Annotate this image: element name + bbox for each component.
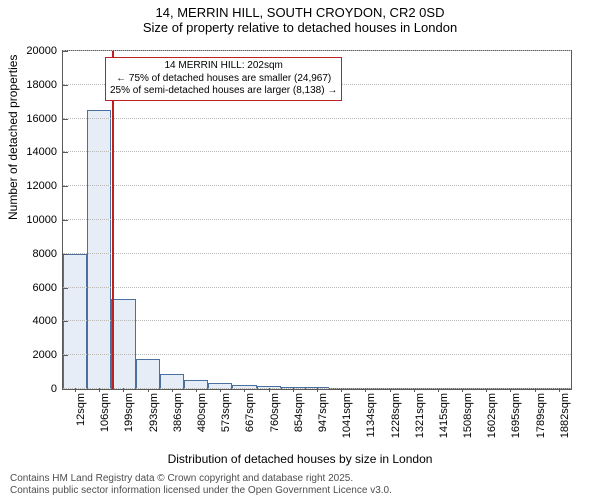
x-tick: 480sqm: [184, 389, 208, 459]
y-axis-label: Number of detached properties: [6, 55, 20, 220]
x-tick: 854sqm: [281, 389, 305, 459]
x-tick-label: 947sqm: [317, 393, 329, 432]
x-tick: 947sqm: [305, 389, 329, 459]
x-tick: 293sqm: [136, 389, 160, 459]
title-line1: 14, MERRIN HILL, SOUTH CROYDON, CR2 0SD: [0, 6, 600, 21]
title-line2: Size of property relative to detached ho…: [0, 21, 600, 36]
gridline: [63, 118, 571, 119]
histogram-bar: [160, 374, 184, 389]
x-tick: 1228sqm: [377, 389, 401, 459]
x-tick-label: 106sqm: [99, 393, 111, 432]
attribution-line1: Contains HM Land Registry data © Crown c…: [10, 473, 392, 485]
x-tick: 1321sqm: [402, 389, 426, 459]
attribution: Contains HM Land Registry data © Crown c…: [10, 473, 392, 497]
chart-title: 14, MERRIN HILL, SOUTH CROYDON, CR2 0SD …: [0, 0, 600, 36]
x-tick: 1695sqm: [498, 389, 522, 459]
x-tick-label: 760sqm: [269, 393, 281, 432]
x-tick-label: 1695sqm: [510, 393, 522, 438]
x-tick: 1602sqm: [474, 389, 498, 459]
x-tick-label: 1508sqm: [462, 393, 474, 438]
y-tick-label: 12000: [26, 180, 63, 192]
x-tick: 573sqm: [208, 389, 232, 459]
x-tick: 386sqm: [160, 389, 184, 459]
x-ticks-container: 12sqm 106sqm 199sqm 293sqm 386sqm 480sqm 573sq…: [63, 389, 571, 459]
x-tick-label: 480sqm: [196, 393, 208, 432]
x-tick-label: 1789sqm: [535, 393, 547, 438]
x-axis-label: Distribution of detached houses by size …: [0, 452, 600, 466]
gridline: [63, 354, 571, 355]
x-tick-label: 667sqm: [244, 393, 256, 432]
y-tick-label: 18000: [26, 79, 63, 91]
callout-line: 14 MERRIN HILL: 202sqm: [110, 60, 337, 73]
gridline: [63, 287, 571, 288]
marker-callout: 14 MERRIN HILL: 202sqm← 75% of detached …: [105, 57, 342, 101]
y-tick-label: 8000: [33, 248, 63, 260]
marker-line: [112, 51, 114, 389]
attribution-line2: Contains public sector information licen…: [10, 485, 392, 497]
x-tick: 1415sqm: [426, 389, 450, 459]
gridline: [63, 219, 571, 220]
x-tick: 760sqm: [257, 389, 281, 459]
y-tick-label: 20000: [26, 45, 63, 57]
histogram-bar: [111, 299, 135, 389]
y-tick-label: 16000: [26, 113, 63, 125]
callout-line: ← 75% of detached houses are smaller (24…: [110, 73, 337, 86]
x-tick-label: 12sqm: [75, 393, 87, 426]
gridline: [63, 253, 571, 254]
y-tick-label: 4000: [33, 315, 63, 327]
x-tick-label: 573sqm: [220, 393, 232, 432]
gridline: [63, 185, 571, 186]
x-tick-label: 1134sqm: [365, 393, 377, 437]
x-tick-label: 1602sqm: [486, 393, 498, 438]
x-tick: 1882sqm: [547, 389, 571, 459]
x-tick-label: 199sqm: [123, 393, 135, 432]
x-tick-label: 1321sqm: [414, 393, 426, 438]
x-tick: 199sqm: [111, 389, 135, 459]
x-tick: 1134sqm: [353, 389, 377, 459]
gridline: [63, 388, 571, 389]
x-tick-label: 854sqm: [293, 393, 305, 432]
chart-plot-area: 12sqm106sqm199sqm293sqm386sqm480sqm573sq…: [62, 50, 572, 390]
x-tick-label: 1041sqm: [341, 393, 353, 438]
bars-container: [63, 51, 571, 389]
x-tick: 1789sqm: [523, 389, 547, 459]
x-tick-label: 1882sqm: [559, 393, 571, 438]
x-tick-label: 386sqm: [172, 393, 184, 432]
x-tick-label: 1228sqm: [390, 393, 402, 438]
x-tick: 667sqm: [232, 389, 256, 459]
y-tick-label: 2000: [33, 349, 63, 361]
y-tick-label: 10000: [26, 214, 63, 226]
y-tick-label: 6000: [33, 282, 63, 294]
histogram-bar: [136, 359, 160, 389]
x-tick-label: 293sqm: [148, 393, 160, 432]
x-tick: 1041sqm: [329, 389, 353, 459]
gridline: [63, 151, 571, 152]
gridline: [63, 50, 571, 51]
y-tick-label: 14000: [26, 146, 63, 158]
x-tick: 106sqm: [87, 389, 111, 459]
x-tick-label: 1415sqm: [438, 393, 450, 438]
x-tick: 12sqm: [63, 389, 87, 459]
y-tick-label: 0: [51, 383, 63, 395]
gridline: [63, 320, 571, 321]
callout-line: 25% of semi-detached houses are larger (…: [110, 85, 337, 98]
x-tick: 1508sqm: [450, 389, 474, 459]
